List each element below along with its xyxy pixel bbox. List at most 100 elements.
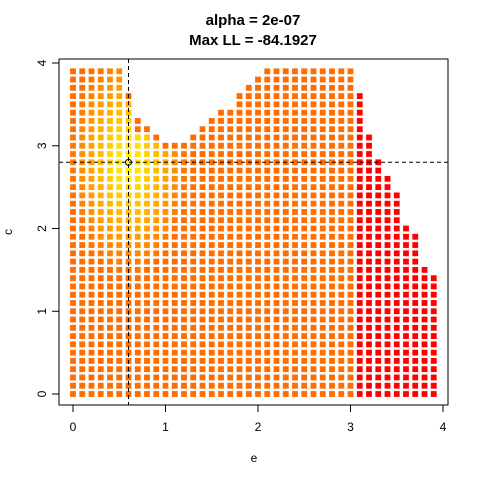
heatmap-cell [144,358,150,364]
heatmap-cell [375,159,382,166]
heatmap-cell [421,349,428,356]
heatmap-cell [347,118,354,124]
heatmap-cell [282,358,289,364]
heatmap-cell [292,391,298,397]
heatmap-cell [190,300,197,306]
heatmap-cell [393,291,400,298]
heatmap-cell [116,275,123,282]
heatmap-cell [171,366,178,373]
heatmap-cell [181,200,187,207]
heatmap-cell [171,217,178,224]
heatmap-cell [236,283,243,290]
heatmap-cell [310,101,317,108]
heatmap-cell [366,366,372,373]
heatmap-cell [356,308,363,315]
heatmap-cell [144,225,150,232]
heatmap-cell [329,366,335,373]
heatmap-cell [310,93,317,99]
heatmap-cell [319,84,326,91]
heatmap-cell [393,391,400,397]
heatmap-cell [116,258,123,265]
heatmap-cell [292,68,298,75]
heatmap-cell [282,316,289,323]
heatmap-cell [301,358,308,364]
heatmap-cell [218,333,224,339]
heatmap-cell [347,192,354,199]
heatmap-cell [255,175,261,182]
heatmap-cell [88,126,95,133]
heatmap-cell [107,341,113,348]
heatmap-cell [282,167,289,174]
heatmap-cell [319,217,326,224]
heatmap-cell [421,382,428,389]
heatmap-cell [412,300,419,306]
heatmap-cell [144,200,150,207]
heatmap-cell [153,159,160,166]
heatmap-cell [393,217,400,224]
heatmap-cell [218,167,224,174]
heatmap-cells [70,68,437,397]
heatmap-cell [347,391,354,397]
heatmap-cell [366,316,372,323]
heatmap-cell [301,233,308,240]
heatmap-cell [264,374,271,381]
heatmap-cell [264,382,271,389]
heatmap-cell [292,217,298,224]
heatmap-cell [190,266,197,273]
heatmap-cell [329,109,335,116]
heatmap-cell [375,192,382,199]
heatmap-cell [264,233,271,240]
heatmap-cell [88,184,95,191]
heatmap-cell [301,192,308,199]
heatmap-cell [199,316,206,323]
heatmap-cell [107,291,113,298]
heatmap-cell [208,275,215,282]
heatmap-cell [375,175,382,182]
heatmap-cell [366,192,372,199]
heatmap-cell [70,225,76,232]
heatmap-cell [107,192,113,199]
heatmap-cell [171,382,178,389]
heatmap-cell [116,167,123,174]
heatmap-cell [171,349,178,356]
heatmap-cell [384,233,391,240]
heatmap-cell [338,184,345,191]
heatmap-cell [347,225,354,232]
heatmap-cell [88,333,95,339]
heatmap-cell [227,134,234,141]
heatmap-cell [347,275,354,282]
heatmap-cell [88,349,95,356]
heatmap-cell [329,316,335,323]
heatmap-cell [255,374,261,381]
heatmap-cell [134,151,141,157]
heatmap-cell [338,366,345,373]
heatmap-cell [301,76,308,83]
heatmap-cell [430,341,437,348]
heatmap-cell [162,266,169,273]
heatmap-cell [218,324,224,331]
heatmap-cell [227,225,234,232]
heatmap-cell [347,324,354,331]
heatmap-cell [403,349,409,356]
heatmap-cell [412,250,419,257]
heatmap-cell [347,126,354,133]
heatmap-cell [273,374,280,381]
heatmap-cell [412,341,419,348]
heatmap-cell [282,391,289,397]
heatmap-cell [245,324,252,331]
heatmap-cell [162,151,169,157]
heatmap-cell [338,382,345,389]
heatmap-cell [347,291,354,298]
heatmap-cell [329,291,335,298]
heatmap-cell [301,366,308,373]
heatmap-cell [116,225,123,232]
heatmap-cell [218,300,224,306]
heatmap-cell [301,217,308,224]
heatmap-cell [264,109,271,116]
heatmap-cell [282,266,289,273]
heatmap-cell [292,184,298,191]
heatmap-cell [375,250,382,257]
heatmap-cell [301,283,308,290]
heatmap-cell [144,192,150,199]
heatmap-cell [319,233,326,240]
